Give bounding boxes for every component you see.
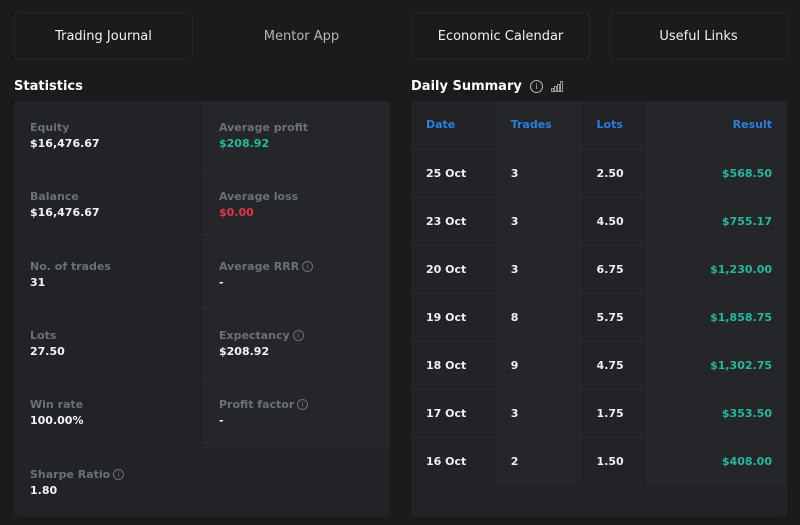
cell-result: $755.17 xyxy=(646,196,787,245)
cell-lots: 2.50 xyxy=(581,148,647,197)
cell-trades: 3 xyxy=(495,196,582,245)
daily-summary-title: Daily Summary xyxy=(411,79,522,94)
stat-label: Balance xyxy=(30,190,187,203)
stat-value: 27.50 xyxy=(30,345,65,358)
stat-balance: Balance $16,476.67 xyxy=(14,170,203,240)
stat-average-profit: Average profit $208.92 xyxy=(203,101,390,171)
column-header-date[interactable]: Date xyxy=(426,118,456,132)
cell-result: $568.50 xyxy=(646,148,787,197)
stat-sharpe-ratio: Sharpe Ratio i 1.80 xyxy=(14,448,390,517)
cell-date: 20 Oct xyxy=(411,244,496,293)
cell-result: $408.00 xyxy=(646,436,787,485)
cell-date: 16 Oct xyxy=(411,436,496,485)
stat-label-text: Expectancy xyxy=(219,329,290,342)
stat-lots: Lots 27.50 xyxy=(14,309,203,379)
statistics-heading: Statistics xyxy=(14,79,83,94)
stat-label-text: Average loss xyxy=(219,190,299,204)
stat-label-text: Average RRR xyxy=(219,259,300,273)
cell-lots: 5.75 xyxy=(581,292,647,341)
stat-label: Equity xyxy=(30,121,187,134)
stat-value: $16,476.67 xyxy=(30,137,100,150)
table-row[interactable]: 23 Oct 3 4.50 $755.17 xyxy=(411,196,787,245)
daily-summary-table: Date Trades Lots Result 25 Oct 3 2.50 $568.50 23… xyxy=(411,101,787,517)
cell-result: $1,858.75 xyxy=(646,292,787,341)
stat-value: $208.92 xyxy=(219,345,270,358)
stat-label-text: Equity xyxy=(30,121,70,134)
stat-expectancy: Expectancy i $208.92 xyxy=(203,309,390,379)
stat-value: 31 xyxy=(30,275,46,289)
cell-trades: 3 xyxy=(495,244,582,293)
stat-label: Average loss xyxy=(219,190,374,203)
info-icon[interactable]: i xyxy=(113,468,125,480)
cell-trades: 2 xyxy=(495,436,582,485)
table-row[interactable]: 20 Oct 3 6.75 $1,230.00 xyxy=(411,244,787,293)
stat-label-text: Lots xyxy=(30,329,57,342)
table-row[interactable]: 18 Oct 9 4.75 $1,302.75 xyxy=(411,340,787,389)
info-icon[interactable]: i xyxy=(302,260,314,272)
cell-date: 17 Oct xyxy=(411,388,496,437)
column-header-trades[interactable]: Trades xyxy=(495,101,582,149)
stat-label-text: No. of trades xyxy=(30,259,111,273)
tab-mentor-app[interactable]: Mentor App xyxy=(263,28,340,44)
bar-chart-icon[interactable] xyxy=(550,81,563,92)
cell-lots: 1.75 xyxy=(581,388,647,437)
stat-label: Win rate xyxy=(30,398,187,411)
cell-result: $1,302.75 xyxy=(646,340,787,389)
tab-useful-links[interactable]: Useful Links xyxy=(609,12,788,60)
cell-result: $1,230.00 xyxy=(646,244,787,293)
cell-lots: 4.75 xyxy=(581,340,647,389)
cell-trades: 9 xyxy=(495,340,582,389)
stat-label-text: Profit factor xyxy=(219,398,295,412)
cell-date: 19 Oct xyxy=(411,292,496,341)
tab-trading-journal[interactable]: Trading Journal xyxy=(14,12,193,60)
table-row[interactable]: 19 Oct 8 5.75 $1,858.75 xyxy=(411,292,787,341)
stat-label: Average RRR i xyxy=(219,260,374,273)
info-icon[interactable]: i xyxy=(292,330,304,341)
cell-date: 25 Oct xyxy=(411,148,496,197)
column-header-lots[interactable]: Lots xyxy=(596,118,623,132)
stat-win-rate: Win rate 100.00% xyxy=(14,378,203,448)
stat-value: 100.00% xyxy=(30,414,84,428)
table-row[interactable]: 25 Oct 3 2.50 $568.50 xyxy=(411,148,787,197)
stat-label-text: Average profit xyxy=(219,121,309,134)
stat-label: Expectancy i xyxy=(219,329,374,342)
stat-profit-factor: Profit factor i - xyxy=(203,378,390,448)
stat-value: 1.80 xyxy=(30,483,58,497)
table-row[interactable]: 16 Oct 2 1.50 $408.00 xyxy=(411,436,787,485)
statistics-title: Statistics xyxy=(14,79,83,94)
stat-label: Profit factor i xyxy=(219,398,374,411)
stat-value: - xyxy=(219,275,224,289)
stat-average-rrr: Average RRR i - xyxy=(203,239,390,309)
statistics-panel: Equity $16,476.67 Average profit $208.92 Bal… xyxy=(14,101,390,517)
cell-trades: 8 xyxy=(495,292,582,341)
cell-lots: 4.50 xyxy=(581,196,647,245)
cell-lots: 1.50 xyxy=(581,436,647,485)
stat-value: - xyxy=(219,414,224,428)
stat-label-text: Balance xyxy=(30,190,79,204)
info-icon[interactable]: i xyxy=(529,80,543,93)
stat-label-text: Win rate xyxy=(30,398,84,412)
cell-date: 18 Oct xyxy=(411,340,496,389)
stat-label-text: Sharpe Ratio xyxy=(30,467,111,481)
cell-result: $353.50 xyxy=(646,388,787,437)
stat-no-of-trades: No. of trades 31 xyxy=(14,240,203,309)
cell-trades: 3 xyxy=(495,148,582,197)
info-icon[interactable]: i xyxy=(297,399,309,411)
stat-equity: Equity $16,476.67 xyxy=(14,101,203,171)
stat-value: $16,476.67 xyxy=(30,206,100,220)
cell-lots: 6.75 xyxy=(581,244,647,293)
stat-label: No. of trades xyxy=(30,260,187,273)
stat-value: $0.00 xyxy=(219,206,254,220)
stat-label: Lots xyxy=(30,329,187,342)
cell-trades: 3 xyxy=(495,388,582,437)
tab-economic-calendar[interactable]: Economic Calendar xyxy=(411,12,590,60)
daily-summary-heading: Daily Summary i xyxy=(411,79,563,94)
stat-label: Sharpe Ratio i xyxy=(30,468,374,481)
stat-average-loss: Average loss $0.00 xyxy=(203,170,390,240)
stat-value: $208.92 xyxy=(219,137,270,150)
table-row[interactable]: 17 Oct 3 1.75 $353.50 xyxy=(411,388,787,437)
cell-date: 23 Oct xyxy=(411,196,496,245)
column-header-result[interactable]: Result xyxy=(646,101,787,149)
stat-label: Average profit xyxy=(219,121,374,134)
